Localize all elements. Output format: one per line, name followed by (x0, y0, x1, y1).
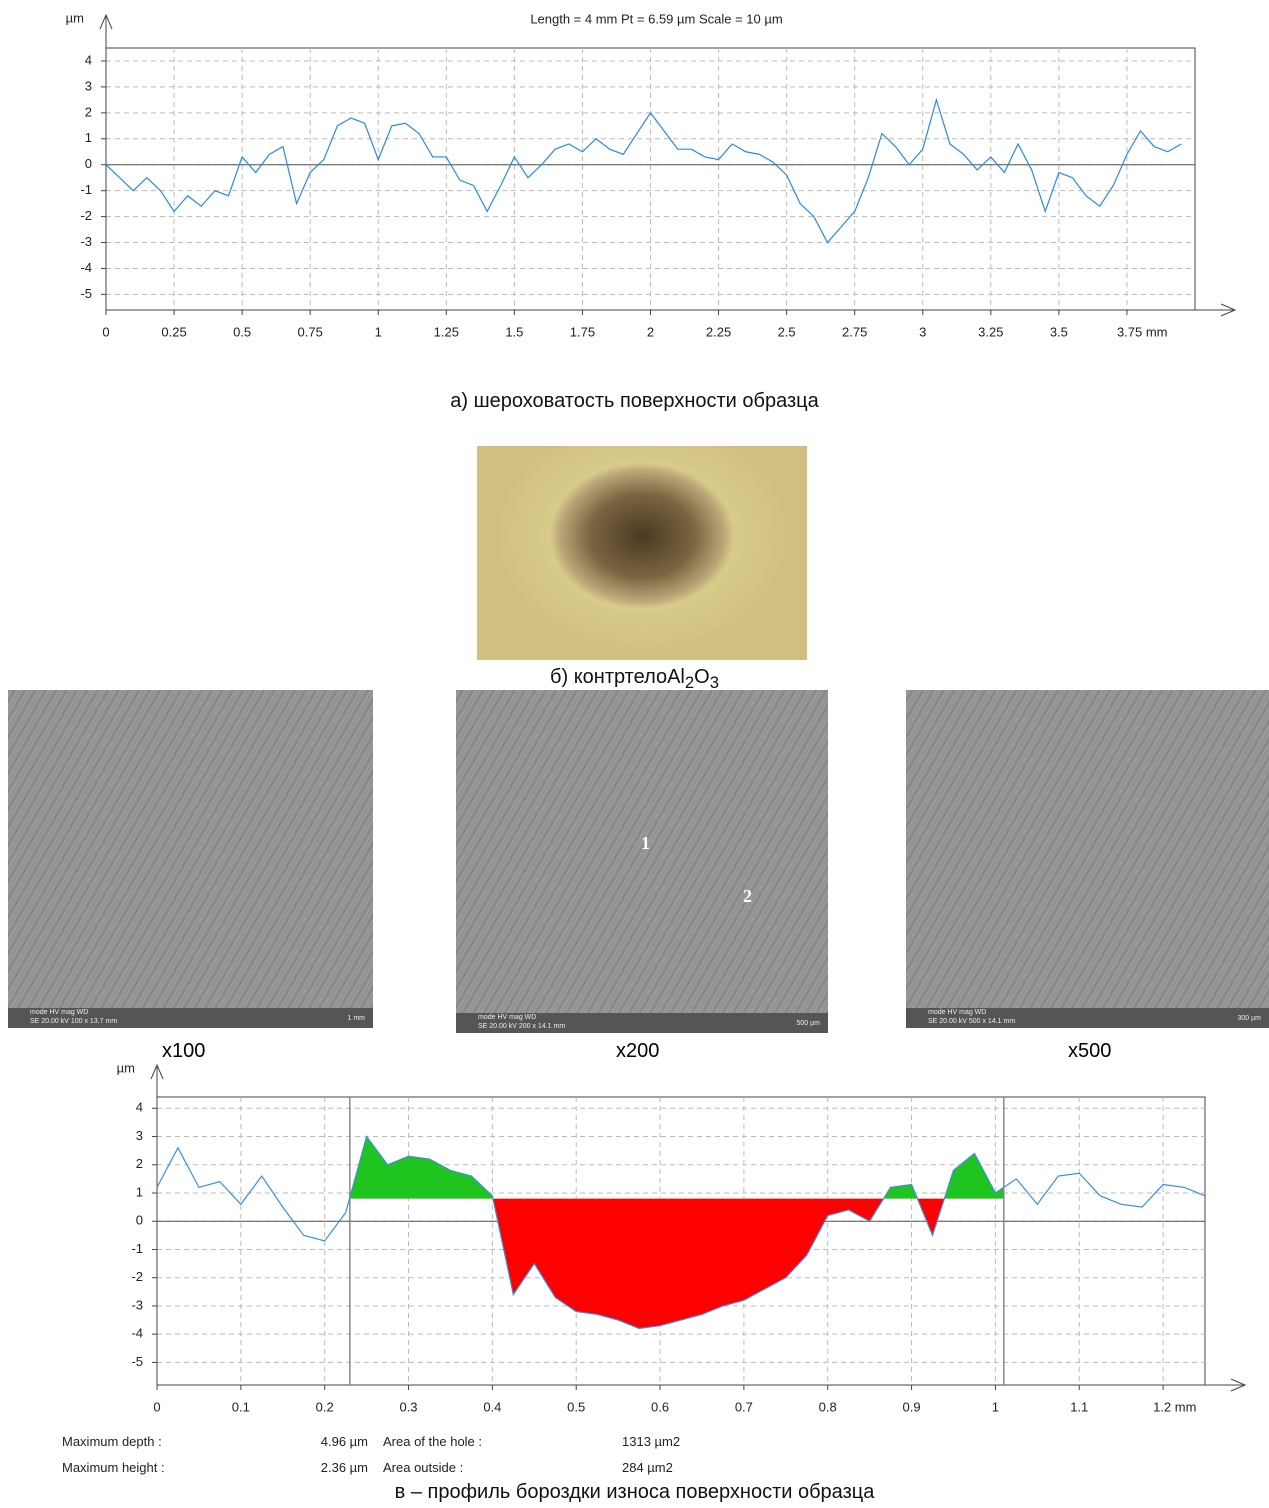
x-tick-label: 3.75 mm (1117, 324, 1168, 339)
x-tick-label: 1.1 (1070, 1399, 1088, 1414)
stat-value: 4.96 µm (260, 1434, 368, 1449)
y-axis-label: µm (117, 1060, 135, 1075)
x-tick-label: 0.75 (298, 324, 323, 339)
y-tick-label: 4 (85, 52, 92, 67)
scale: 1 mm (348, 1015, 366, 1022)
stat-value: 284 µm2 (622, 1460, 673, 1475)
counterbody-photo (477, 446, 807, 660)
area-below (157, 1137, 1205, 1329)
mag-label: x100 (162, 1040, 205, 1063)
y-tick-label: 1 (85, 130, 92, 145)
x-tick-label: 2.25 (706, 324, 731, 339)
chart-title: Length = 4 mm Pt = 6.59 µm Scale = 10 µm (530, 11, 782, 26)
stat-label: Area of the hole : (383, 1434, 482, 1449)
y-axis (100, 15, 112, 310)
x-tick-label: 1.5 (505, 324, 523, 339)
x-tick-label: 0.2 (316, 1399, 334, 1414)
mag-label: x500 (1068, 1040, 1111, 1063)
info: mode HV mag WD (30, 1008, 373, 1017)
y-tick-label: 2 (85, 104, 92, 119)
x-tick-label: 1.75 (570, 324, 595, 339)
info: SE 20.00 kV 100 x 13.7 mm (30, 1017, 373, 1026)
profile-line (106, 100, 1181, 243)
x-tick-label: 0.7 (735, 1399, 753, 1414)
x-tick-label: 0.6 (651, 1399, 669, 1414)
x-tick-label: 3.5 (1050, 324, 1068, 339)
x-tick-label: 3.25 (978, 324, 1003, 339)
x-tick-label: 2.75 (842, 324, 867, 339)
x-tick-label: 0.3 (399, 1399, 417, 1414)
zone-label: 2 (743, 886, 752, 907)
x-tick-label: 2 (647, 324, 654, 339)
x-axis (157, 1379, 1245, 1391)
x-tick-label: 1.25 (434, 324, 459, 339)
x-axis (106, 304, 1235, 316)
info: mode HV mag WD (928, 1008, 1269, 1017)
stat-label: Area outside : (383, 1460, 463, 1475)
y-tick-label: -4 (80, 260, 92, 275)
y-tick-label: -1 (80, 182, 92, 197)
page: -5 -4 -3 -2 -1 0 1 2 3 4 0 0.25 0.5 0.75 1 1.25 1.5 1.75 2… (0, 0, 1269, 1508)
caption: б) контртелоAl2O3 (0, 666, 1269, 693)
x-tick-label: 0.4 (483, 1399, 501, 1414)
y-axis-label: µm (66, 10, 84, 25)
x-tick-label: 0.5 (233, 324, 251, 339)
y-tick-label: 0 (85, 156, 92, 171)
x-tick-label: 0.8 (819, 1399, 837, 1414)
stat-label: Maximum height : (62, 1460, 165, 1475)
y-tick-label: 3 (85, 78, 92, 93)
stat-label: Maximum depth : (62, 1434, 162, 1449)
y-tick-label: -3 (131, 1297, 143, 1312)
scale: 500 µm (797, 1020, 821, 1027)
info: mode HV mag WD (478, 1013, 828, 1022)
caption: а) шероховатость поверхности образца (0, 390, 1269, 413)
x-tick-label: 3 (919, 324, 926, 339)
x-tick-label: 1 (375, 324, 382, 339)
info: SE 20.00 kV 500 x 14.1 mm (928, 1017, 1269, 1026)
y-tick-label: -1 (131, 1241, 143, 1256)
x-tick-label: 2.5 (778, 324, 796, 339)
x-tick-label: 0.5 (567, 1399, 585, 1414)
x-tick-label: 1 (992, 1399, 999, 1414)
caption: в – профиль бороздки износа поверхности … (0, 1481, 1269, 1504)
caption-part: б) контртелоAl (550, 666, 685, 688)
y-tick-label: 0 (136, 1213, 143, 1228)
info: SE 20.00 kV 200 x 14.1 mm (478, 1022, 828, 1031)
x-tick-label: 0.1 (232, 1399, 250, 1414)
y-tick-label: -3 (80, 234, 92, 249)
caption-part: O (694, 666, 710, 688)
x-tick-label: 0.9 (903, 1399, 921, 1414)
x-tick-label: 1.2 mm (1153, 1399, 1196, 1414)
stat-value: 1313 µm2 (622, 1434, 680, 1449)
stat-value: 2.36 µm (260, 1460, 368, 1475)
y-tick-label: 1 (136, 1184, 143, 1199)
y-axis (151, 1065, 163, 1385)
y-tick-label: 4 (136, 1100, 143, 1115)
y-tick-label: -5 (80, 286, 92, 301)
y-tick-label: -2 (131, 1269, 143, 1284)
y-tick-label: -5 (131, 1354, 143, 1369)
zone-label: 1 (641, 833, 650, 854)
y-tick-label: 3 (136, 1128, 143, 1143)
y-tick-label: 2 (136, 1156, 143, 1171)
y-tick-label: -4 (131, 1326, 143, 1341)
x-tick-label: 0.25 (161, 324, 186, 339)
x-tick-label: 0 (153, 1399, 160, 1414)
mag-label: x200 (616, 1040, 659, 1063)
scale: 300 µm (1238, 1015, 1262, 1022)
x-tick-label: 0 (102, 324, 109, 339)
y-tick-label: -2 (80, 208, 92, 223)
